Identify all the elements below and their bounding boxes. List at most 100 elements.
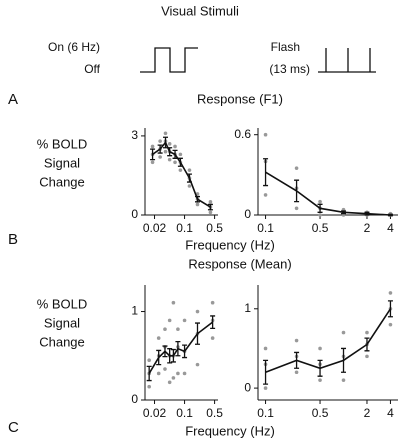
error-bar — [341, 210, 347, 215]
data-dot — [365, 354, 369, 359]
error-bar — [364, 211, 370, 216]
error-bar — [210, 315, 216, 329]
x-tick-label: 0.1 — [176, 406, 193, 420]
y-tick-label: 3 — [131, 128, 138, 142]
error-bar — [294, 351, 300, 369]
data-dot — [150, 144, 155, 149]
x-tick-label: 0.02 — [143, 406, 167, 420]
error-bar — [175, 340, 181, 357]
mean-line — [265, 308, 392, 373]
flash-duration: (13 ms) — [269, 62, 310, 76]
x-tick-label: 2 — [364, 406, 371, 420]
data-dot — [365, 330, 369, 335]
data-dot — [167, 380, 172, 385]
x-tick-label: 0.1 — [257, 406, 274, 420]
mean-line — [265, 171, 391, 216]
error-bar — [167, 348, 173, 364]
error-bar — [170, 348, 176, 363]
data-dot — [210, 336, 215, 340]
data-dot — [167, 318, 172, 323]
error-bar — [150, 148, 156, 161]
x-axis-label: Frequency (Hz) — [185, 237, 275, 252]
x-tick-label: 0.1 — [257, 221, 274, 235]
y-tick-label: 0 — [244, 207, 251, 221]
data-dot — [171, 376, 176, 380]
y-tick-label: 1 — [131, 304, 138, 318]
data-dot — [173, 144, 177, 149]
data-dot — [187, 184, 192, 188]
row-title: Response (F1) — [197, 91, 283, 106]
error-bar — [364, 337, 370, 352]
panel-letter: C — [8, 419, 19, 436]
data-dot — [318, 213, 322, 217]
data-dot — [294, 206, 299, 211]
y-axis-label: % BOLD — [37, 296, 88, 311]
y-tick-label: 1 — [244, 301, 251, 315]
y-tick-label: 0 — [244, 380, 251, 394]
data-dot — [176, 371, 180, 376]
data-dot — [167, 157, 172, 162]
off-label: Off — [84, 62, 100, 76]
data-dot — [147, 358, 151, 362]
error-bar — [186, 173, 192, 183]
error-bar — [263, 359, 269, 385]
x-tick-label: 0.5 — [206, 406, 223, 420]
data-dot — [195, 362, 200, 367]
mean-line — [148, 321, 214, 374]
data-dot — [208, 210, 213, 215]
data-dot — [167, 142, 172, 146]
data-dot — [150, 160, 155, 165]
error-bar — [146, 365, 152, 382]
data-dot — [163, 367, 167, 371]
square-wave — [140, 47, 198, 73]
data-dot — [263, 132, 268, 137]
x-tick-label: 2 — [364, 221, 371, 235]
y-axis-label: % BOLD — [37, 136, 88, 151]
error-bar — [387, 300, 393, 318]
data-dot — [163, 327, 167, 332]
row-title: Response (Mean) — [188, 256, 291, 271]
data-dot — [388, 322, 393, 327]
data-dot — [158, 139, 162, 143]
x-tick-label: 0.5 — [312, 406, 329, 420]
flash-train — [318, 48, 376, 73]
error-bar — [263, 158, 269, 187]
data-dot — [388, 291, 393, 295]
data-dot — [263, 346, 268, 351]
data-dot — [318, 199, 322, 204]
x-axis-label: Frequency (Hz) — [185, 423, 275, 438]
data-dot — [195, 309, 200, 314]
error-bar — [294, 179, 300, 203]
error-bar — [317, 203, 323, 213]
y-tick-label: 0.6 — [234, 127, 251, 141]
data-dot — [178, 152, 183, 157]
error-bar — [157, 144, 163, 154]
data-dot — [341, 378, 346, 382]
data-dot — [173, 160, 177, 165]
error-bar — [207, 203, 213, 211]
data-dot — [210, 300, 215, 305]
x-tick-label: 0.5 — [206, 221, 223, 235]
error-bar — [194, 322, 200, 345]
data-dot — [182, 318, 187, 323]
data-dot — [156, 371, 161, 376]
data-dot — [158, 155, 162, 159]
data-dot — [182, 371, 187, 376]
data-dot — [341, 330, 346, 335]
x-tick-label: 4 — [387, 221, 394, 235]
y-tick-label: 0 — [131, 207, 138, 221]
error-bar — [162, 345, 168, 358]
error-bar — [341, 347, 347, 373]
panel-letter: B — [8, 231, 18, 248]
data-dot — [294, 370, 299, 375]
flash-label: Flash — [271, 40, 300, 54]
data-dot — [171, 300, 176, 305]
data-dot — [195, 202, 200, 207]
data-dot — [187, 168, 192, 172]
x-tick-label: 0.02 — [143, 221, 167, 235]
error-bar — [387, 213, 393, 217]
data-dot — [163, 149, 168, 154]
on-label: On (6 Hz) — [48, 40, 100, 54]
x-tick-label: 4 — [387, 406, 394, 420]
error-bar — [172, 149, 178, 159]
